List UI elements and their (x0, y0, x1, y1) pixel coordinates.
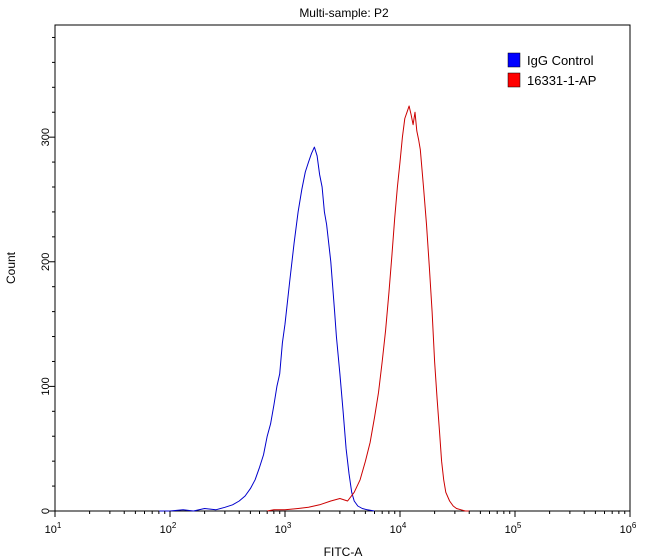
x-tick-label: 106 (620, 521, 637, 536)
legend-label: IgG Control (527, 53, 594, 68)
y-axis-title: Count (4, 251, 18, 284)
x-tick-label: 105 (505, 521, 522, 536)
x-tick-label: 103 (275, 521, 292, 536)
series-line-1 (158, 146, 375, 512)
series-layer (158, 105, 470, 512)
x-axis: 101 102 103 104 105 106 (45, 511, 637, 536)
y-tick-label: 100 (40, 377, 52, 395)
chart-title: Multi-sample: P2 (299, 6, 389, 20)
legend-swatch (507, 52, 521, 68)
plot-area-frame (54, 24, 631, 512)
y-tick-label: 300 (40, 128, 52, 146)
legend-label: 16331-1-AP (527, 73, 596, 88)
y-tick-label: 0 (40, 508, 52, 514)
legend: IgG Control 16331-1-AP (507, 52, 596, 88)
x-tick-label: 101 (45, 521, 62, 536)
x-tick-label: 102 (160, 521, 177, 536)
series-line-2 (267, 105, 470, 512)
y-tick-label: 200 (40, 253, 52, 271)
x-axis-title: FITC-A (324, 545, 363, 559)
x-tick-label: 104 (390, 521, 407, 536)
legend-swatch (507, 72, 521, 88)
y-axis: 0 100 200 300 (40, 36, 55, 514)
